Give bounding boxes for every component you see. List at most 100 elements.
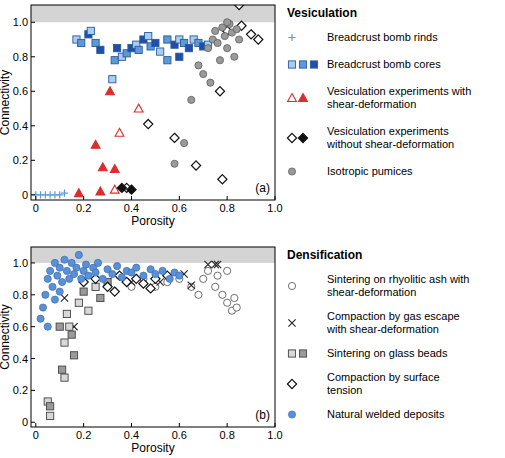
point [224,267,231,274]
point [47,403,54,410]
legend-line: without shear-deformation [326,138,454,150]
legend-swatch [299,350,306,357]
legend-line: Sintering on rhyolitic ash with [327,273,469,285]
point [188,282,195,289]
point [47,267,54,274]
point [195,291,202,298]
legend-line: Isotropic pumices [327,165,413,177]
point [75,299,82,306]
series [73,27,212,83]
legend-line: Natural welded deposits [327,408,445,420]
point [135,46,142,53]
legend-swatch [288,168,295,175]
legend-line: Sintering on glass beads [327,347,448,359]
y-tick-label: 0.4 [13,120,28,132]
point [144,119,153,128]
x-tick [179,423,180,427]
legend-label: Sintering on rhyolitic ash withshear-def… [327,273,469,298]
point [85,307,92,314]
x-tick [227,423,228,427]
legend-line: Breadcrust bomb cores [327,58,441,70]
point [56,288,63,295]
point [164,57,171,64]
point [127,185,136,194]
legend-line: Breadcrust bomb rinds [327,31,438,43]
legend: VesiculationBreadcrust bomb rindsBreadcr… [287,6,471,177]
point [78,39,85,46]
x-tick [275,196,276,200]
series [117,5,263,194]
point [80,288,87,295]
legend-label: Vesiculation experimentswithout shear-de… [326,125,454,150]
plot-area [31,247,275,419]
point [176,53,183,60]
point [214,39,221,46]
y-tick-label: 0 [22,416,28,428]
legend-title: Densification [287,248,362,262]
point [233,26,240,33]
series [32,189,68,198]
panel-label: (b) [255,408,270,422]
x-tick [275,423,276,427]
point [97,294,104,301]
legend-label: Isotropic pumices [327,165,413,177]
legend-label: Compaction by gas escapewith shear-defor… [326,310,460,335]
point [134,104,143,112]
point [73,264,80,271]
point [218,175,227,184]
x-tick [179,196,180,200]
x-tick-label: 0 [33,429,39,441]
point [56,191,63,198]
legend-label: Breadcrust bomb cores [327,58,441,70]
point [235,5,244,10]
point [47,412,54,419]
series [116,267,240,314]
point [157,48,164,55]
point [236,36,243,43]
y-tick [31,358,35,359]
legend-line: with shear-deformation [326,323,439,335]
legend-label: Vesiculation experiments withshear-defor… [327,85,471,110]
plot-area [31,5,275,198]
x-tick-label: 1.0 [267,202,282,214]
point [215,87,224,96]
y-tick-label: 1.0 [13,257,28,269]
point [140,272,147,279]
point [109,270,116,277]
series [37,251,183,330]
y-tick-label: 0.2 [13,384,28,396]
point [63,267,70,274]
point [200,275,207,282]
legend-line: Vesiculation experiments with [327,85,471,97]
point [216,57,223,64]
point [139,279,148,288]
point [233,304,240,311]
y-tick [31,326,35,327]
legend-label: Breadcrust bomb rinds [327,31,438,43]
legend-swatch [288,411,295,418]
panel-label: (a) [255,181,270,195]
point [170,133,179,142]
point [224,299,231,306]
y-tick-label: 0.8 [13,289,28,301]
point [188,283,195,290]
point [92,269,99,276]
legend-swatch [288,350,295,357]
point [44,323,51,330]
point [204,261,211,268]
legend-swatch [287,133,296,142]
legend-swatch [287,379,296,388]
point [74,189,83,197]
y-tick [31,22,35,23]
legend-swatch [288,61,295,68]
point [61,189,68,196]
point [61,339,68,346]
legend-line: Compaction by gas escape [327,310,460,322]
point [94,259,101,266]
y-tick [31,294,35,295]
y-tick [31,160,35,161]
point [219,291,226,298]
point [152,270,159,277]
point [87,27,94,34]
frame [31,247,275,427]
